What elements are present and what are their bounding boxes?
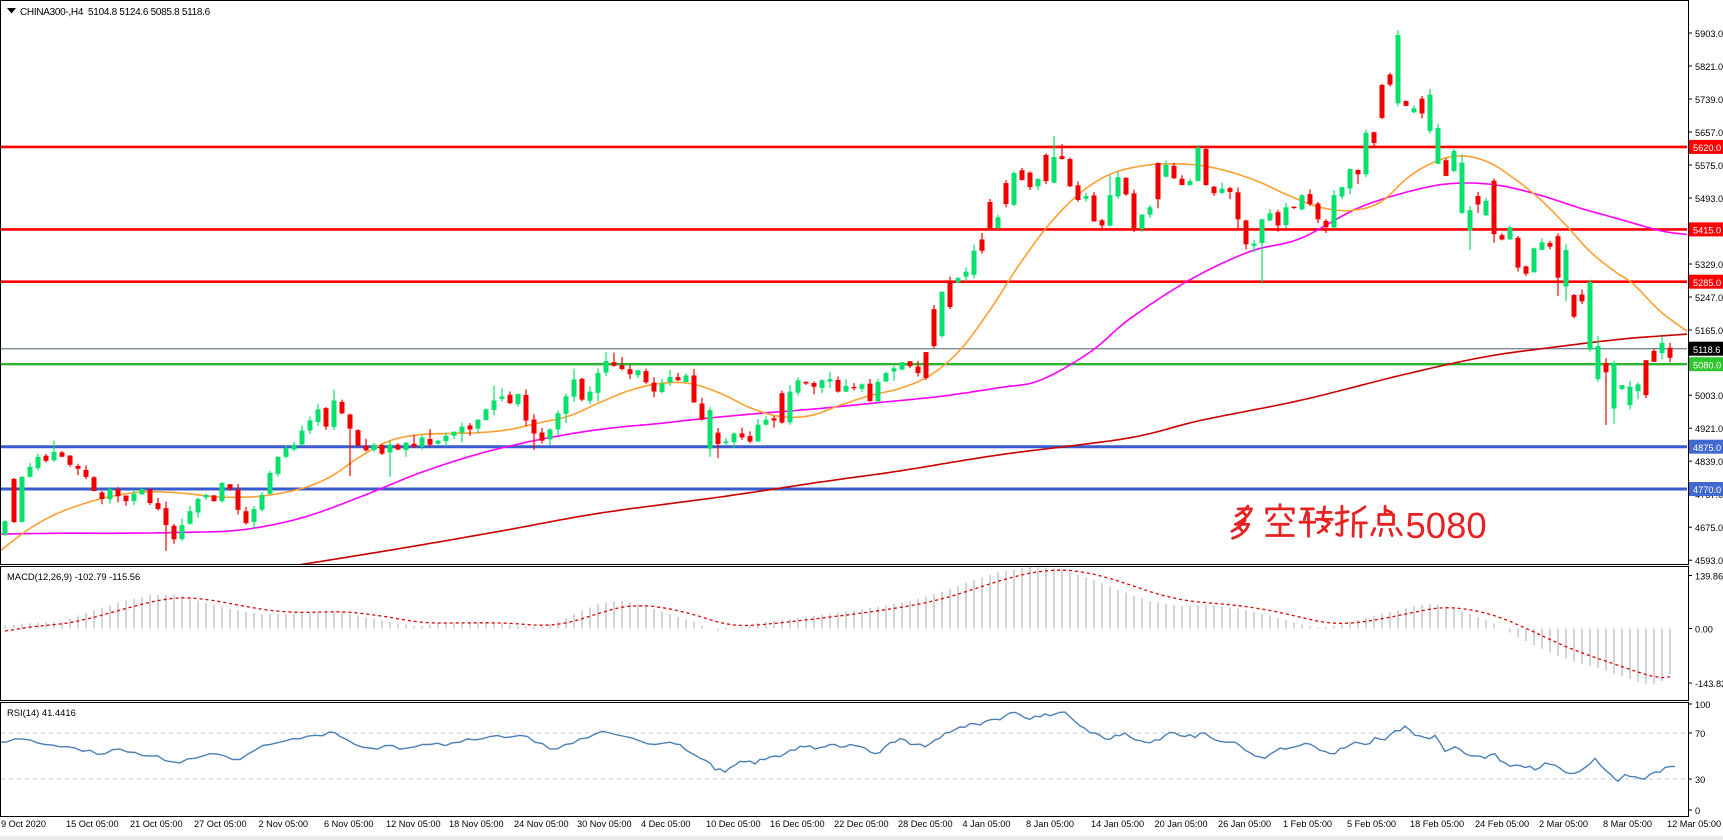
svg-text:21 Oct 05:00: 21 Oct 05:00 — [130, 819, 183, 829]
svg-text:5003.0: 5003.0 — [1695, 391, 1723, 401]
svg-text:12 Mar 05:00: 12 Mar 05:00 — [1667, 819, 1721, 829]
svg-text:9 Oct 2020: 9 Oct 2020 — [1, 819, 46, 829]
svg-text:5247.0: 5247.0 — [1695, 293, 1723, 303]
svg-text:1 Feb 05:00: 1 Feb 05:00 — [1283, 819, 1332, 829]
svg-text:4921.0: 4921.0 — [1695, 424, 1723, 434]
svg-text:5285.0: 5285.0 — [1693, 278, 1721, 288]
svg-text:6 Nov 05:00: 6 Nov 05:00 — [324, 819, 374, 829]
svg-text:20 Jan 05:00: 20 Jan 05:00 — [1155, 819, 1208, 829]
svg-text:5493.0: 5493.0 — [1695, 194, 1723, 204]
svg-text:4875.0: 4875.0 — [1693, 443, 1721, 453]
svg-text:5821.0: 5821.0 — [1695, 62, 1723, 72]
svg-text:14 Jan 05:00: 14 Jan 05:00 — [1091, 819, 1144, 829]
svg-text:30: 30 — [1695, 775, 1705, 785]
svg-text:70: 70 — [1695, 729, 1705, 739]
svg-text:5575.0: 5575.0 — [1695, 161, 1723, 171]
svg-text:18 Feb 05:00: 18 Feb 05:00 — [1410, 819, 1464, 829]
svg-text:2 Nov 05:00: 2 Nov 05:00 — [259, 819, 309, 829]
svg-text:0.00: 0.00 — [1695, 625, 1713, 635]
svg-text:5118.6: 5118.6 — [1693, 345, 1720, 355]
svg-text:15 Oct 05:00: 15 Oct 05:00 — [66, 819, 119, 829]
svg-text:26 Jan 05:00: 26 Jan 05:00 — [1218, 819, 1271, 829]
svg-text:4 Dec 05:00: 4 Dec 05:00 — [641, 819, 691, 829]
svg-text:5739.0: 5739.0 — [1695, 95, 1723, 105]
svg-text:16 Dec 05:00: 16 Dec 05:00 — [770, 819, 825, 829]
svg-text:-143.82: -143.82 — [1695, 679, 1723, 689]
svg-text:18 Nov 05:00: 18 Nov 05:00 — [449, 819, 504, 829]
svg-text:8 Mar 05:00: 8 Mar 05:00 — [1603, 819, 1652, 829]
svg-text:5657.0: 5657.0 — [1695, 128, 1723, 138]
svg-text:0: 0 — [1695, 806, 1700, 816]
svg-text:22 Dec 05:00: 22 Dec 05:00 — [834, 819, 889, 829]
svg-text:5903.0: 5903.0 — [1695, 29, 1723, 39]
svg-text:5080.0: 5080.0 — [1693, 360, 1721, 370]
svg-text:5415.0: 5415.0 — [1693, 226, 1721, 236]
svg-text:30 Nov 05:00: 30 Nov 05:00 — [577, 819, 632, 829]
svg-text:24 Feb 05:00: 24 Feb 05:00 — [1475, 819, 1529, 829]
svg-text:4675.0: 4675.0 — [1695, 523, 1723, 533]
svg-text:RSI(14) 41.4416: RSI(14) 41.4416 — [7, 707, 76, 718]
svg-text:2 Mar 05:00: 2 Mar 05:00 — [1539, 819, 1588, 829]
svg-text:5080: 5080 — [1406, 505, 1487, 546]
svg-text:4593.0: 4593.0 — [1695, 556, 1723, 566]
svg-text:5165.0: 5165.0 — [1695, 326, 1723, 336]
svg-text:4770.0: 4770.0 — [1693, 485, 1721, 495]
svg-text:MACD(12,26,9) -102.79 -115.56: MACD(12,26,9) -102.79 -115.56 — [7, 571, 140, 582]
svg-text:28 Dec 05:00: 28 Dec 05:00 — [898, 819, 953, 829]
svg-text:4839.0: 4839.0 — [1695, 457, 1723, 467]
svg-text:24 Nov 05:00: 24 Nov 05:00 — [514, 819, 569, 829]
svg-text:10 Dec 05:00: 10 Dec 05:00 — [706, 819, 761, 829]
svg-text:100: 100 — [1695, 700, 1710, 710]
svg-text:5329.0: 5329.0 — [1695, 260, 1723, 270]
svg-text:27 Oct 05:00: 27 Oct 05:00 — [194, 819, 247, 829]
svg-text:4 Jan 05:00: 4 Jan 05:00 — [963, 819, 1011, 829]
svg-text:8 Jan 05:00: 8 Jan 05:00 — [1026, 819, 1074, 829]
svg-text:12 Nov 05:00: 12 Nov 05:00 — [386, 819, 441, 829]
svg-text:CHINA300-,H4 5104.8 5124.6 50: CHINA300-,H4 5104.8 5124.6 5085.8 5118.6 — [20, 7, 211, 18]
svg-text:5620.0: 5620.0 — [1693, 143, 1721, 153]
svg-text:139.86: 139.86 — [1695, 572, 1723, 582]
svg-text:5 Feb 05:00: 5 Feb 05:00 — [1347, 819, 1396, 829]
